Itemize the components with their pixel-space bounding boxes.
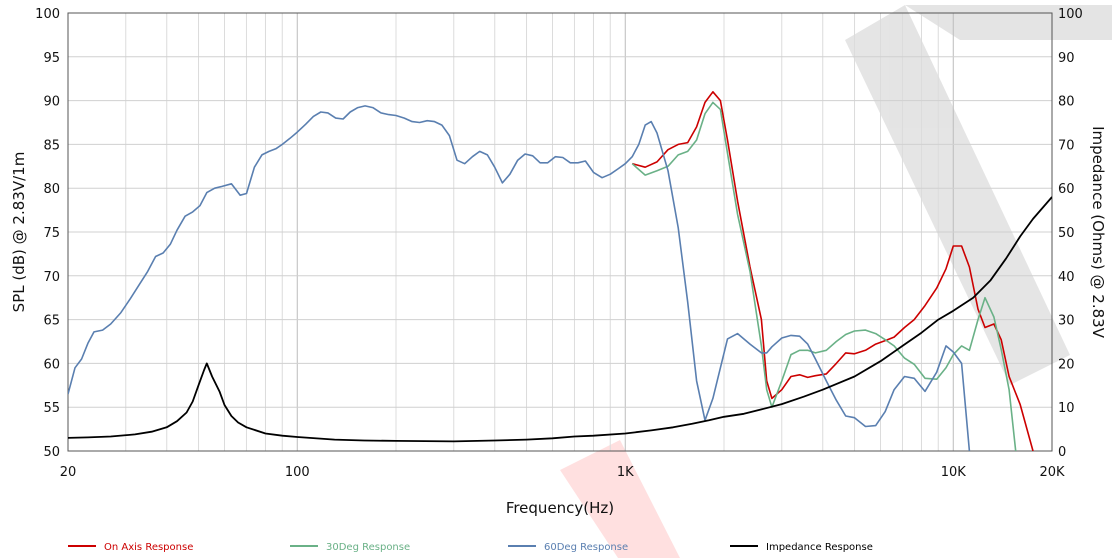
x-axis-ticks: 20 100 1K 10K 20K [60,465,1065,480]
y-tick-label: 75 [43,226,60,241]
legend: On Axis Response 30Deg Response 60Deg Resp… [68,542,873,553]
x-tick-label: 100 [285,465,310,480]
x-tick-label: 20K [1039,465,1065,480]
y-tick-label: 65 [43,314,60,329]
legend-label-30deg-response: 30Deg Response [326,542,410,553]
y-tick-label: 100 [35,7,60,22]
x-axis-title: Frequency(Hz) [506,499,614,517]
legend-label-impedance-response: Impedance Response [766,542,873,553]
series-line-on-axis-response [631,91,1034,451]
series-line-60deg-response [68,105,971,451]
y-tick-label: 90 [43,95,60,110]
x-tick-label: 1K [617,465,634,480]
y-tick-label: 95 [43,51,60,66]
y2-tick-label: 80 [1058,95,1075,110]
y2-tick-label: 90 [1058,51,1075,66]
y2-tick-label: 70 [1058,138,1075,153]
y2-tick-label: 0 [1058,445,1066,460]
y-tick-label: 80 [43,182,60,197]
watermark-logo-red [560,440,680,558]
x-tick-label: 20 [60,465,77,480]
y2-tick-label: 40 [1058,270,1075,285]
y2-tick-label: 30 [1058,314,1075,329]
y-tick-label: 50 [43,445,60,460]
plot-frame [67,12,1053,452]
y-tick-label: 60 [43,357,60,372]
y-axis-title: SPL (dB) @ 2.83V/1m [10,152,28,313]
y2-tick-label: 10 [1058,401,1075,416]
series-line-impedance-response [68,196,1052,443]
y2-axis-title: Impedance (Ohms) @ 2.83V [1089,126,1107,339]
series-layer [68,91,1052,451]
y2-axis-ticks: 0 10 20 30 40 50 60 70 80 90 100 [1058,7,1083,460]
y-tick-label: 70 [43,270,60,285]
y2-tick-label: 50 [1058,226,1075,241]
y2-tick-label: 60 [1058,182,1075,197]
x-tick-label: 10K [941,465,967,480]
y2-tick-label: 20 [1058,357,1075,372]
y2-tick-label: 100 [1058,7,1083,22]
legend-label-on-axis-response: On Axis Response [104,542,193,553]
y-tick-label: 55 [43,401,60,416]
series-line-30deg-response [631,101,1017,451]
watermark-logo [845,5,1112,385]
y-tick-label: 85 [43,138,60,153]
plot-grid [68,13,1052,451]
legend-label-60deg-response: 60Deg Response [544,542,628,553]
y-axis-ticks: 50 55 60 65 70 75 80 85 90 95 100 [35,7,60,460]
